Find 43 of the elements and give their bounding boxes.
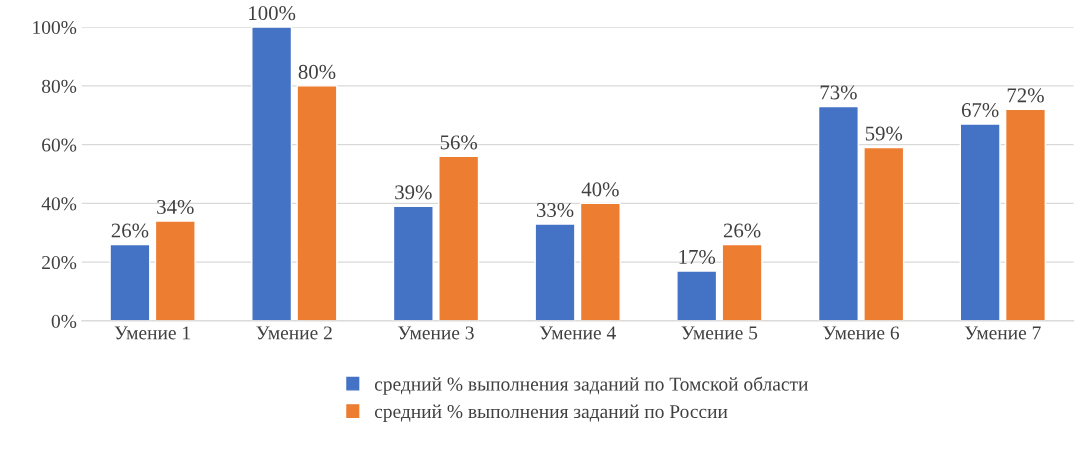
bar [721,243,763,321]
data-label: 72% [1007,88,1044,103]
bar [579,202,621,321]
y-tick-label: 60% [42,138,77,152]
y-tick-label: 100% [33,20,77,35]
data-label: 34% [157,199,194,215]
bar [109,243,151,321]
x-tick-label: Умение 6 [823,326,900,340]
data-label: 80% [298,64,336,79]
y-tick-label: 0% [51,314,77,328]
data-label: 67% [961,103,999,118]
data-label: 33% [536,202,574,218]
y-tick-label: 80% [41,79,77,93]
data-label: 39% [395,185,432,200]
bar [251,27,293,321]
x-tick-label: Умение 2 [256,326,332,340]
data-label: 100% [249,6,296,21]
bar [534,223,576,321]
y-tick-label: 40% [41,197,77,211]
x-tick-label: Умение 3 [398,326,474,340]
x-tick-label: Умение 7 [964,326,1041,340]
data-label: 26% [111,223,149,238]
bar [392,205,434,321]
y-tick-label: 20% [42,255,77,270]
data-label: 40% [581,182,619,197]
data-label: 26% [723,223,761,238]
bar [154,220,196,321]
legend-label: средний % выполнения заданий по России [374,404,728,423]
x-tick-label: Умение 1 [114,326,190,340]
bar [1004,108,1047,321]
data-label: 59% [865,126,903,141]
data-label: 56% [440,135,478,150]
bar [817,105,859,321]
bar [863,146,905,321]
data-label: 73% [820,85,857,100]
bar [296,85,338,321]
x-tick-label: Умение 5 [681,326,758,340]
data-label: 17% [679,249,716,265]
legend-label: средний % выполнения заданий по Томской области [374,376,808,395]
bar [959,123,1001,321]
x-tick-label: Умение 4 [539,326,616,340]
bar [676,270,718,321]
bar [438,155,480,321]
